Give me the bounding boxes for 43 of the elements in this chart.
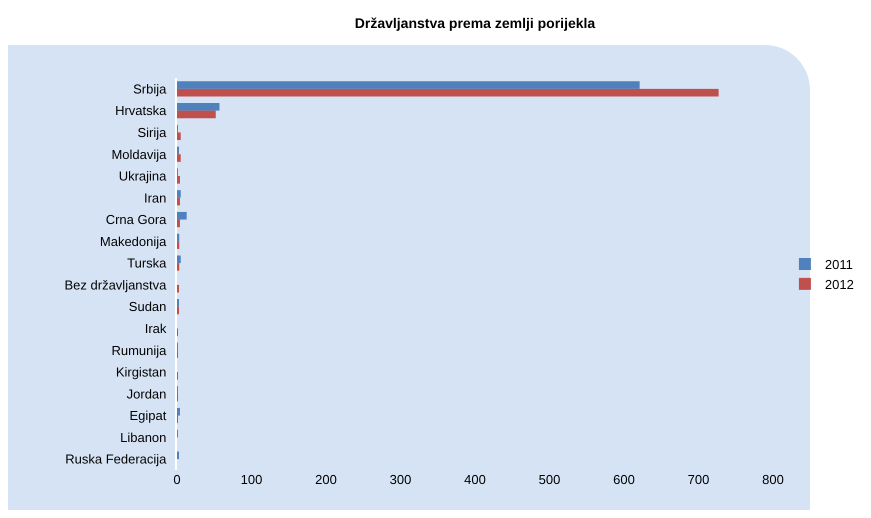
y-tick-label: Ukrajina xyxy=(118,168,168,184)
y-tick-label: Rumunija xyxy=(111,342,168,358)
bar xyxy=(177,255,181,264)
y-tick-label: Crna Gora xyxy=(106,212,168,228)
x-tick-label: 300 xyxy=(390,472,412,487)
y-tick-label: Irak xyxy=(144,320,167,336)
y-tick-label: Bez državljanstva xyxy=(64,277,168,292)
y-tick-label: Libanon xyxy=(120,430,166,445)
y-tick-label: Iran xyxy=(144,190,166,206)
x-tick-label: 100 xyxy=(240,472,262,487)
bar xyxy=(177,110,216,118)
x-tick-label: 600 xyxy=(613,472,635,487)
y-tick-label: Ruska Federacija xyxy=(65,452,168,467)
x-tick-label: 700 xyxy=(688,472,710,487)
bar xyxy=(177,212,187,220)
bar xyxy=(177,154,181,162)
y-tick-label: Sirija xyxy=(137,124,168,140)
x-tick-label: 200 xyxy=(315,472,337,487)
y-tick-label: Makedonija xyxy=(100,234,168,249)
legend-label: 2012 xyxy=(824,276,854,292)
chart-title: Državljanstva prema zemlji porijekla xyxy=(354,14,596,31)
y-tick-label: Jordan xyxy=(126,386,166,402)
y-tick-label: Kirgistan xyxy=(116,364,166,380)
y-tick-label: Hrvatska xyxy=(115,103,168,118)
bar xyxy=(177,132,181,140)
x-tick-label: 0 xyxy=(173,472,181,487)
bar xyxy=(177,198,180,206)
bar xyxy=(177,190,181,198)
bar xyxy=(177,220,180,228)
bar xyxy=(177,103,220,111)
y-tick-label: Srbija xyxy=(133,81,168,96)
x-tick-label: 500 xyxy=(538,472,560,487)
bar xyxy=(177,176,180,184)
y-tick-label: Egipat xyxy=(130,408,167,424)
bar xyxy=(177,88,719,97)
y-tick-label: Moldavija xyxy=(111,146,168,162)
legend-label: 2011 xyxy=(824,257,853,272)
y-tick-label: Turska xyxy=(127,256,168,271)
bar xyxy=(177,81,640,89)
bar xyxy=(177,408,180,416)
x-tick-label: 800 xyxy=(762,472,784,487)
y-tick-label: Sudan xyxy=(128,299,166,314)
x-tick-label: 400 xyxy=(464,472,486,487)
